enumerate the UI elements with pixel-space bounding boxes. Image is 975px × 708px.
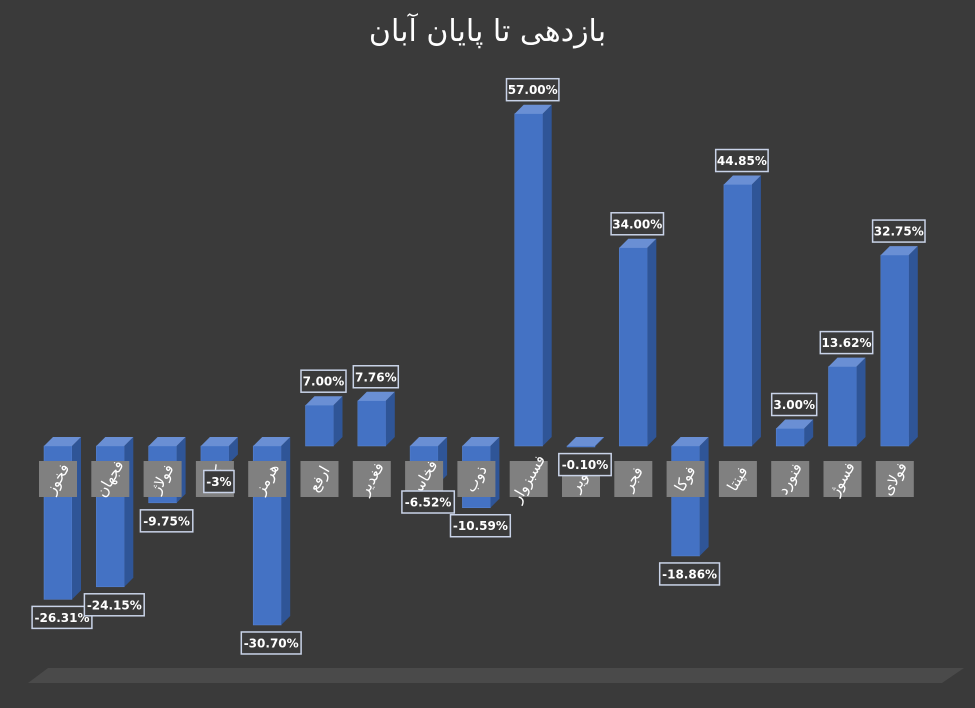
value-label-13: 44.85% [717,154,767,168]
chart-floor [28,668,964,683]
category-box-9 [509,461,548,497]
value-box-5 [300,369,347,393]
category-box-11 [614,461,653,497]
value-label-11: 34.00% [612,217,662,231]
bar-5 [305,404,334,447]
bar-top-2 [148,437,186,446]
bar-side-1 [124,437,134,587]
category-box-13 [718,461,757,497]
bar-top-1 [96,437,134,446]
category-box-8 [457,461,496,497]
bar-top-10 [567,437,604,446]
value-label-16: 32.75% [874,225,924,239]
value-label-14: 3.00% [773,398,815,412]
value-label-3: -3% [206,475,231,489]
bar-9 [514,113,543,447]
bar-side-10 [595,437,604,447]
bar-side-16 [908,246,918,446]
value-box-16 [871,219,926,243]
value-label-7: -6.52% [405,496,452,510]
bar-13 [723,184,753,447]
category-box-6 [352,461,391,497]
bar-side-5 [333,396,343,446]
category-box-2 [143,461,182,497]
bar-side-15 [856,357,866,446]
bar-top-4 [253,437,291,446]
bar-side-9 [542,104,552,446]
value-label-10: -0.10% [562,458,609,472]
category-box-4 [248,461,287,497]
value-box-10 [558,452,612,477]
value-box-3 [203,469,235,494]
bar-top-14 [776,419,814,429]
value-box-9 [505,77,560,102]
bar-side-11 [647,238,657,446]
category-box-5 [300,461,339,497]
bar-10 [566,445,596,448]
value-label-5: 7.00% [303,375,345,389]
value-box-14 [770,392,818,417]
value-label-4: -30.70% [244,636,299,650]
value-box-12 [658,562,721,586]
bar-3 [200,445,230,464]
category-box-15 [823,461,862,497]
bar-top-11 [619,238,657,248]
bar-top-15 [828,357,866,367]
value-box-0 [31,605,93,630]
category-box-14 [771,461,810,497]
bar-14 [775,428,805,447]
bar-side-14 [804,419,814,446]
bar-top-9 [514,104,552,114]
value-label-6: 7.76% [355,370,397,384]
value-box-2 [139,509,194,533]
category-box-1 [91,461,130,497]
value-box-13 [714,148,769,173]
value-box-11 [610,212,665,236]
value-label-0: -26.31% [35,611,90,625]
bar-top-3 [200,437,238,446]
category-box-0 [39,461,77,497]
value-label-8: -10.59% [453,519,508,533]
value-box-6 [352,365,400,389]
category-box-16 [875,461,914,497]
value-box-15 [819,330,874,355]
chart-title: بازدهی تا پایان آبان [368,14,607,49]
bar-16 [880,254,910,447]
bar-top-6 [357,391,395,401]
bar-top-8 [462,437,500,446]
bar-11 [619,247,648,447]
bar-top-13 [723,175,761,185]
bar-side-6 [385,391,395,446]
value-label-15: 13.62% [822,336,872,350]
category-box-12 [666,461,705,497]
bar-side-3 [228,437,238,464]
bar-15 [828,366,857,447]
value-label-9: 57.00% [508,83,558,97]
bar-top-0 [44,437,81,446]
bar-top-16 [880,246,918,256]
value-label-12: -18.86% [662,567,717,581]
value-box-4 [240,631,302,655]
value-label-2: -9.75% [143,514,190,528]
bar-side-13 [751,175,761,446]
value-box-7 [401,490,456,514]
bar-top-12 [671,437,709,446]
bar-top-5 [305,396,343,406]
bar-6 [357,400,387,447]
value-label-1: -24.15% [87,598,142,612]
value-box-1 [83,593,145,617]
bar-top-7 [410,437,448,446]
value-box-8 [449,513,512,538]
